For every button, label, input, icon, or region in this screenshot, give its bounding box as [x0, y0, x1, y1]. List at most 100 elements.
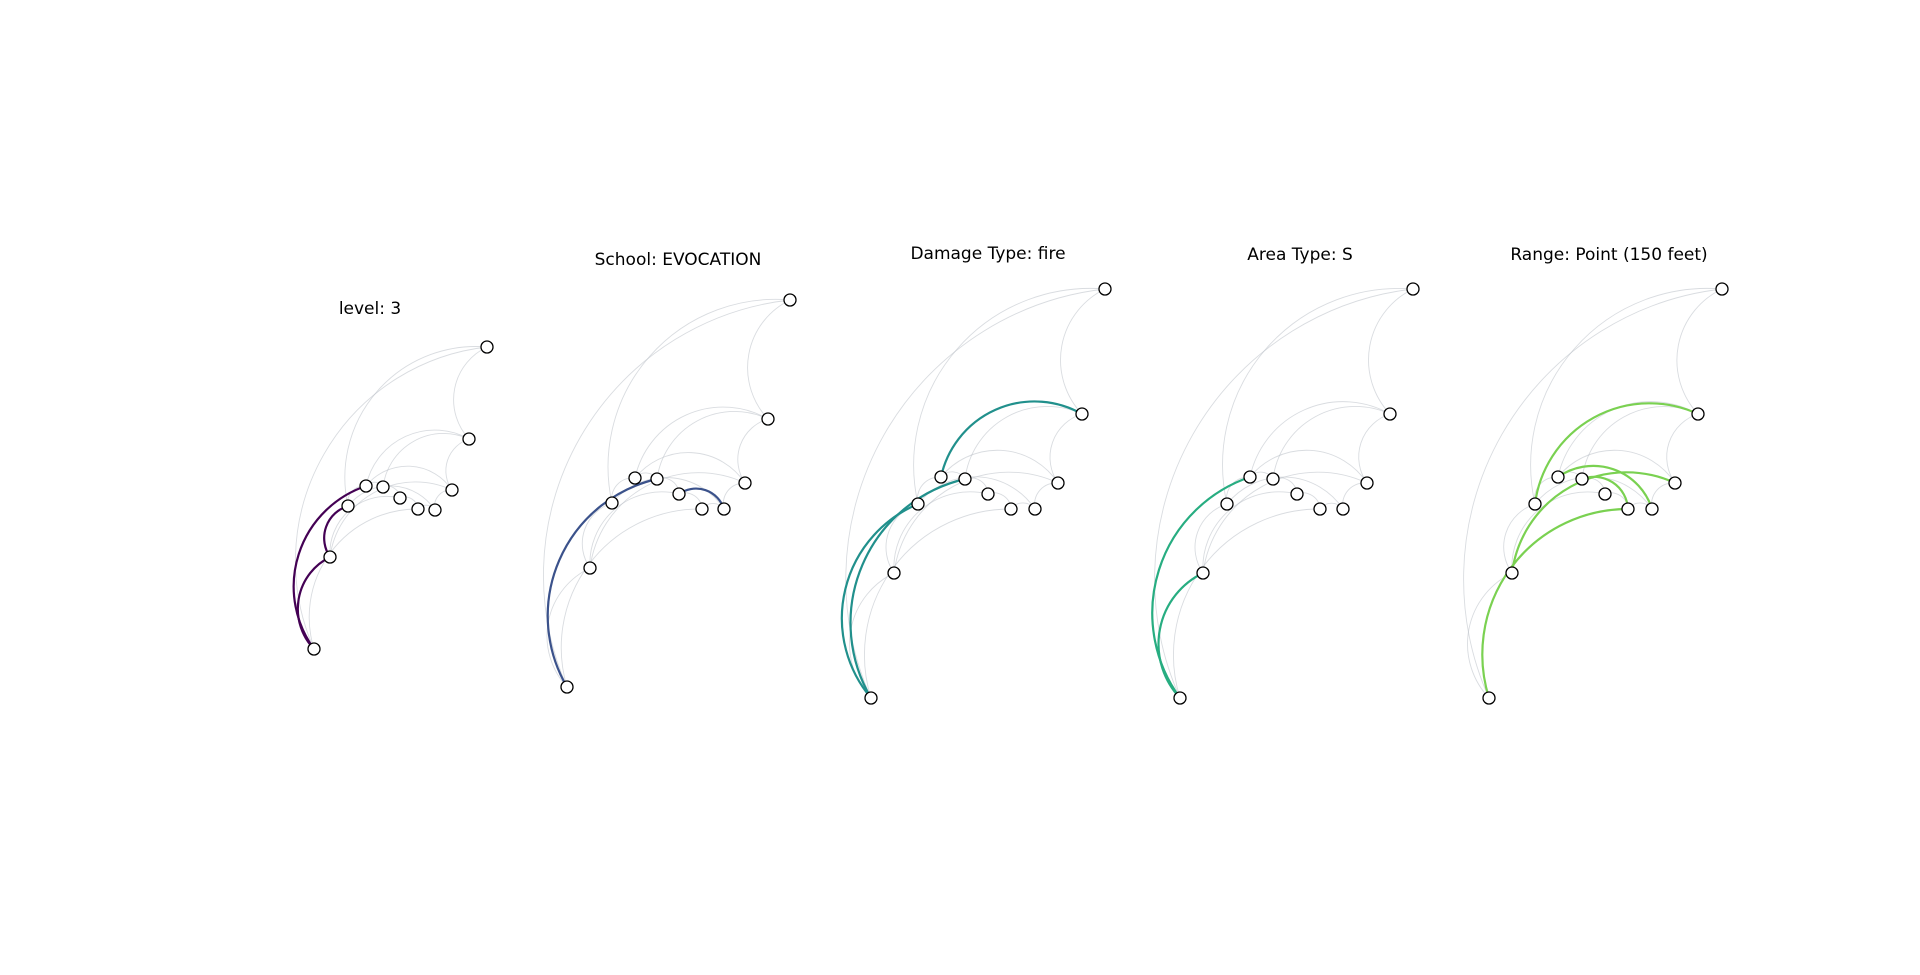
background-edge [1158, 572, 1204, 699]
background-edge [1503, 503, 1536, 574]
graph-node [958, 472, 972, 486]
background-edge [1463, 288, 1723, 699]
graph-node [1383, 407, 1397, 421]
graph-node [1051, 476, 1065, 490]
background-edge [445, 438, 470, 491]
background-edge [1530, 287, 1723, 505]
graph-node [864, 691, 878, 705]
background-edge [560, 508, 703, 688]
graph-node [1645, 502, 1659, 516]
background-edge [546, 567, 591, 688]
graph-node [1196, 566, 1210, 580]
background-edge [1226, 476, 1344, 510]
background-edge [1358, 413, 1391, 484]
background-edge [1194, 503, 1228, 574]
background-edge [1481, 508, 1629, 699]
background-edge [1249, 449, 1368, 484]
graph-node [1290, 487, 1304, 501]
graph-node [341, 499, 355, 513]
graph-node [934, 470, 948, 484]
graph-node [307, 642, 321, 656]
background-edge [543, 299, 791, 688]
graph-node [323, 550, 337, 564]
graph-node [1360, 476, 1374, 490]
graph-node [1715, 282, 1729, 296]
background-edge [634, 452, 746, 484]
graph-node [1505, 566, 1519, 580]
highlighted-edge [1481, 507, 1629, 699]
highlighted-edge [840, 502, 919, 699]
graph-node [1004, 502, 1018, 516]
background-edge [589, 472, 746, 569]
graph-node [650, 472, 664, 486]
background-edge [913, 287, 1106, 505]
graph-node [1691, 407, 1705, 421]
graph-node [1575, 472, 1589, 486]
panel-title: level: 3 [339, 299, 401, 319]
background-edge [1368, 288, 1414, 415]
highlighted-edge [939, 400, 1083, 478]
background-edge [634, 406, 769, 479]
graph-node [887, 566, 901, 580]
highlighted-edge [849, 477, 966, 699]
highlighted-edge [1557, 464, 1654, 510]
background-edge [1173, 508, 1321, 699]
panel-title: School: EVOCATION [595, 250, 762, 270]
graph-node [428, 503, 442, 517]
highlighted-edge [323, 504, 349, 558]
graph-node [761, 412, 775, 426]
highlighted-edge [1151, 475, 1251, 699]
graph-node [376, 480, 390, 494]
background-edge [295, 346, 488, 650]
highlighted-edge [296, 556, 331, 650]
background-edge [656, 411, 769, 480]
background-edge [1049, 413, 1083, 484]
panel-damage-type: Damage Type: fire [840, 244, 1112, 705]
graph-node [359, 479, 373, 493]
graph-node [393, 491, 407, 505]
background-edge [382, 433, 470, 488]
background-edge [1467, 572, 1513, 699]
graph-node [738, 476, 752, 490]
graph-node [583, 561, 597, 575]
background-edge [365, 465, 453, 491]
panel-title: Area Type: S [1247, 245, 1353, 265]
highlighted-edge [1533, 402, 1699, 505]
graph-node [1598, 487, 1612, 501]
graph-node [911, 497, 925, 511]
highlighted-edge [546, 477, 658, 688]
graph-node [1075, 407, 1089, 421]
graph-node [1528, 497, 1542, 511]
background-edge [940, 401, 1083, 478]
background-edge [1557, 449, 1676, 484]
background-edge [365, 429, 470, 487]
background-edge [893, 491, 989, 574]
background-edge [845, 288, 1106, 699]
graph-node [1406, 282, 1420, 296]
panel-title: Damage Type: fire [910, 244, 1065, 264]
graph-node [1220, 497, 1234, 511]
background-edge [893, 471, 1059, 574]
background-edge [864, 508, 1012, 699]
panel-area-type: Area Type: S [1151, 245, 1420, 705]
background-edge [747, 299, 791, 420]
highlighted-edge [1157, 572, 1204, 699]
graph-node [462, 432, 476, 446]
background-edge [1060, 288, 1106, 415]
background-edge [1202, 491, 1298, 574]
graph-node [1243, 470, 1257, 484]
graph-node [1313, 502, 1327, 516]
background-edge [607, 298, 791, 504]
graph-node [445, 483, 459, 497]
graph-node [480, 340, 494, 354]
background-edge [849, 572, 895, 699]
graph-node [605, 496, 619, 510]
background-edge [347, 485, 436, 511]
graph-node [1098, 282, 1112, 296]
graph-node [1482, 691, 1496, 705]
panel-school: School: EVOCATION [543, 250, 797, 694]
graph-node [1266, 472, 1280, 486]
background-edge [1154, 288, 1414, 699]
background-edge [1272, 405, 1391, 480]
